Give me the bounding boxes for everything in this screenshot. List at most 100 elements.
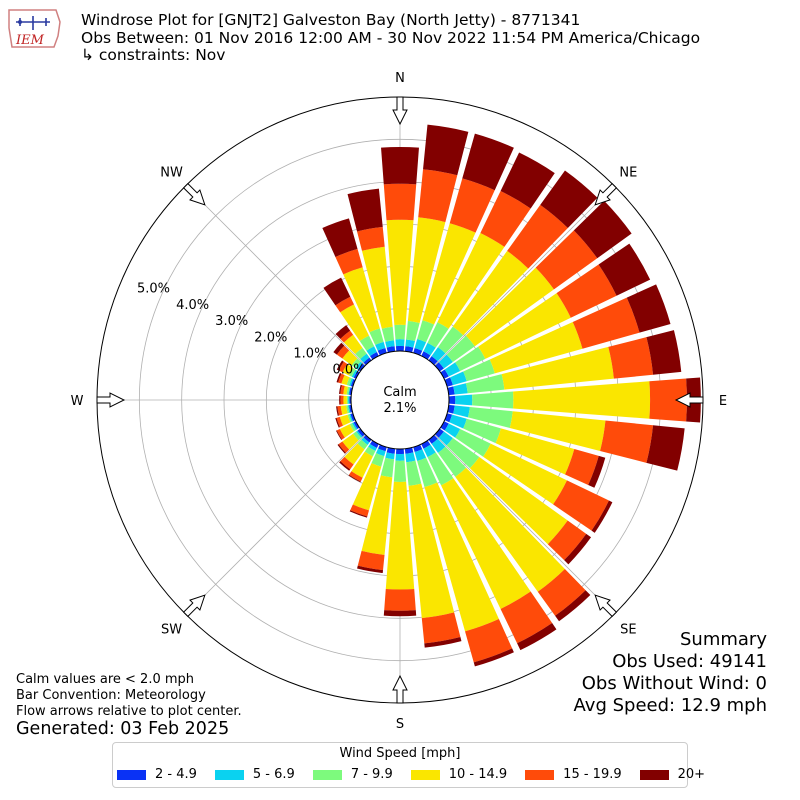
bar-dir-310-bin-4	[336, 345, 350, 359]
bar-dir-340-bin-5	[322, 218, 358, 257]
bar-dir-60-bin-1	[444, 362, 461, 377]
chart-title: Windrose Plot for [GNJT2] Galveston Bay …	[81, 11, 581, 29]
bar-dir-0-bin-3	[386, 219, 414, 325]
bar-dir-230-bin-5	[337, 444, 346, 454]
bar-dir-290-bin-3	[341, 374, 350, 386]
bar-dir-190-bin-5	[357, 565, 384, 574]
bar-dir-310-bin-5	[333, 342, 345, 355]
bar-dir-0-bin-0	[395, 345, 405, 352]
flow-arrow-nw	[182, 182, 206, 206]
compass-label-sw: SW	[161, 622, 182, 637]
flow-arrow-sw	[182, 594, 206, 618]
compass-label-e: E	[719, 394, 727, 409]
bar-dir-50-bin-5	[573, 200, 632, 259]
bar-dir-270-bin-1	[348, 396, 350, 404]
bar-dir-120-bin-2	[455, 428, 491, 457]
bar-dir-100-bin-5	[646, 425, 685, 471]
bar-dir-140-bin-4	[537, 568, 586, 616]
bar-dir-20-bin-1	[414, 338, 427, 351]
bar-dir-180-bin-5	[383, 610, 417, 617]
bar-dir-40-bin-0	[428, 356, 438, 365]
legend-label-2: 7 - 9.9	[350, 767, 393, 782]
bar-dir-320-bin-3	[343, 334, 363, 355]
bar-dir-20-bin-2	[417, 320, 435, 343]
bar-dir-100-bin-4	[600, 420, 654, 463]
bar-dir-90-bin-0	[448, 395, 456, 405]
bar-dir-310-bin-3	[342, 350, 358, 366]
bar-dir-100-bin-2	[467, 406, 513, 428]
bar-dir-120-bin-0	[440, 421, 449, 431]
bar-dir-280-bin-5	[339, 384, 342, 395]
bar-dir-70-bin-1	[450, 371, 467, 386]
bar-dir-10-bin-2	[406, 320, 420, 342]
bar-dir-30-bin-0	[421, 351, 431, 360]
bar-dir-100-bin-1	[453, 405, 470, 418]
bar-dir-40-bin-5	[540, 170, 598, 228]
flow-arrow-ne	[594, 182, 618, 206]
bar-dir-350-bin-2	[381, 326, 395, 342]
bar-dir-130-bin-2	[446, 437, 480, 469]
grid-spoke-315	[185, 185, 366, 366]
bar-dir-160-bin-3	[424, 482, 499, 632]
bar-dir-80-bin-2	[465, 374, 505, 394]
calm-value: 2.1%	[383, 401, 416, 416]
bar-dir-30-bin-2	[427, 322, 449, 348]
bar-dir-40-bin-4	[507, 204, 568, 269]
bar-dir-80-bin-5	[646, 330, 682, 375]
bar-dir-260-bin-4	[337, 405, 343, 416]
bar-dir-90-bin-1	[455, 394, 473, 406]
flow-arrow-w	[96, 392, 126, 408]
bar-dir-170-bin-4	[421, 612, 461, 644]
bar-dir-10-bin-3	[407, 217, 446, 323]
bar-dir-60-bin-2	[455, 346, 486, 372]
bar-dir-120-bin-1	[444, 423, 461, 438]
legend: Wind Speed [mph] 2 - 4.9 5 - 6.9 7 - 9.9 10…	[112, 742, 705, 788]
legend-label-0: 2 - 4.9	[155, 767, 197, 782]
bar-dir-200-bin-3	[352, 463, 382, 511]
bar-dir-30-bin-1	[423, 342, 436, 356]
bar-dir-140-bin-0	[428, 435, 438, 444]
bar-dir-80-bin-4	[608, 337, 654, 379]
bar-dir-90-bin-2	[472, 391, 514, 409]
bar-dir-110-bin-2	[463, 418, 501, 444]
bar-dir-80-bin-0	[447, 386, 455, 396]
legend-label-4: 15 - 19.9	[563, 767, 622, 782]
bar-dir-200-bin-1	[376, 448, 386, 457]
bar-dir-140-bin-2	[437, 446, 467, 477]
bar-dir-170-bin-0	[404, 447, 414, 454]
bar-dir-70-bin-5	[626, 284, 671, 333]
bar-dir-310-bin-0	[357, 363, 365, 372]
bar-dir-200-bin-0	[378, 444, 387, 452]
radial-tick-label-2: 2.0%	[254, 330, 287, 345]
bar-dir-60-bin-3	[478, 293, 571, 359]
grid-spoke-45	[434, 185, 615, 366]
bar-dir-250-bin-0	[350, 413, 356, 422]
logo-text: IEM	[15, 33, 45, 48]
compass-label-ne: NE	[619, 166, 637, 181]
bar-dir-290-bin-4	[338, 373, 345, 384]
legend-swatch-4	[525, 769, 555, 780]
bar-dir-0-bin-5	[381, 146, 419, 185]
bar-dir-220-bin-0	[363, 435, 372, 443]
calm-label: Calm	[383, 385, 416, 400]
legend-item-2: 7 - 9.9	[312, 767, 393, 782]
bar-dir-300-bin-1	[351, 369, 358, 378]
radial-tick-label-5: 5.0%	[137, 282, 170, 297]
bar-dir-110-bin-3	[495, 428, 575, 475]
bar-dir-240-bin-0	[353, 421, 360, 430]
bar-dir-240-bin-1	[352, 422, 358, 430]
legend-item-4: 15 - 19.9	[525, 767, 622, 782]
bar-dir-300-bin-2	[348, 368, 356, 377]
flow-arrow-e	[674, 392, 704, 408]
bar-dir-230-bin-4	[338, 441, 350, 453]
bar-dir-180-bin-4	[384, 589, 416, 611]
bar-dir-130-bin-0	[435, 428, 444, 438]
bar-dir-230-bin-2	[352, 431, 362, 441]
legend-item-1: 5 - 6.9	[214, 767, 295, 782]
bar-dir-240-bin-3	[339, 424, 354, 438]
bar-dir-0-bin-2	[394, 324, 406, 340]
bar-dir-0-bin-1	[395, 339, 405, 347]
bar-dir-210-bin-0	[370, 440, 379, 448]
bar-dir-300-bin-3	[342, 364, 354, 376]
compass-labels: N NE E SE S SW W NW	[71, 71, 728, 732]
